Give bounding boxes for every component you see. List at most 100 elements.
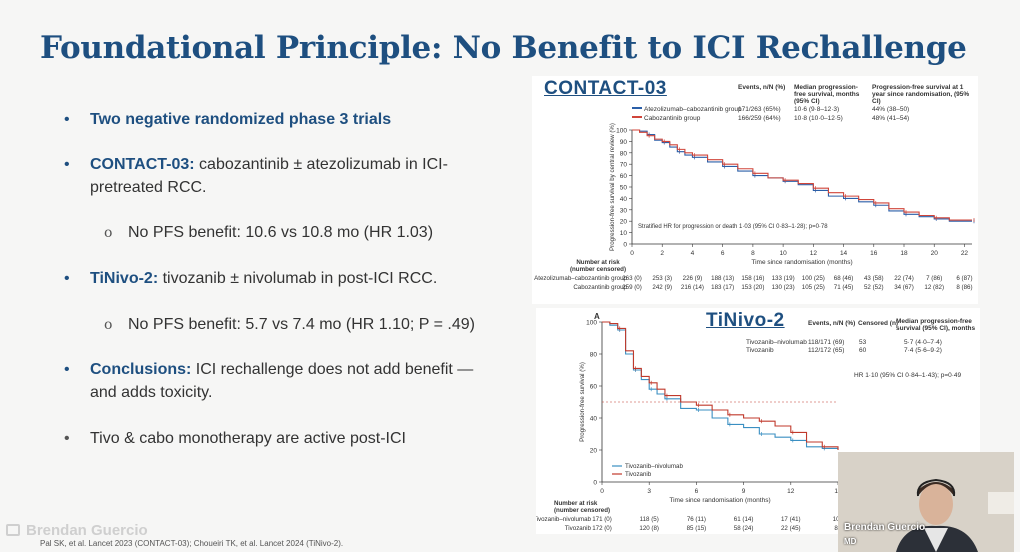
contact-legend-1-label: Atezolizumab–cabozantinib group: [644, 106, 742, 113]
presenter-name: Brendan Guercio: [26, 522, 148, 539]
video-presenter-name: Brendan Guercio: [844, 522, 926, 533]
risk-value: 172 (0): [592, 525, 612, 532]
risk-value: 183 (17): [711, 284, 734, 291]
risk-value: 153 (20): [741, 284, 764, 291]
y-tick-label: 100: [586, 320, 597, 327]
x-tick-label: 16: [870, 250, 878, 257]
bullet-dot: •: [64, 156, 70, 173]
bullet-3-bold: TiNivo-2:: [90, 270, 159, 287]
risk-value: 120 (8): [639, 525, 659, 532]
risk-value: 118 (5): [640, 516, 659, 523]
presenter-shirt: [924, 528, 948, 552]
headset-icon: [916, 478, 956, 497]
risk-title: Number at risk: [576, 259, 620, 266]
risk-value: 216 (14): [681, 284, 704, 291]
x-tick-label: 14: [840, 250, 848, 257]
km-curve-2: [602, 321, 839, 450]
y-tick-label: 60: [620, 173, 628, 180]
y-tick-label: 90: [620, 139, 628, 146]
tinivo-legend-label: Tivozanib: [625, 471, 652, 478]
x-tick-label: 12: [787, 488, 795, 495]
y-tick-label: 20: [590, 448, 598, 455]
bullet-dot: •: [64, 430, 70, 447]
y-tick-label: 70: [620, 162, 628, 169]
bullet-dot: •: [64, 361, 70, 378]
risk-value: 130 (23): [772, 284, 795, 291]
contact-header-events: Events, n/N (%): [738, 84, 786, 91]
y-tick-label: 10: [620, 230, 628, 237]
y-tick-label: 20: [620, 219, 628, 226]
risk-row-label: Tivozanib–nivolumab: [536, 516, 592, 523]
risk-value: 253 (3): [652, 275, 672, 282]
presenter-hair: [918, 482, 954, 496]
risk-subtitle: (number censored): [570, 266, 626, 273]
risk-value: 6 (87): [956, 275, 972, 282]
y-tick-label: 0: [623, 242, 627, 249]
tinivo-row1-events: 118/171 (69): [808, 339, 845, 346]
bullet-2-bold: CONTACT-03:: [90, 156, 195, 173]
bullet-4-text: ICI rechallenge does not add benefit — a…: [90, 361, 474, 401]
bullet-4-bold: Conclusions:: [90, 361, 192, 378]
sub-bullet-1-text: No PFS benefit: 10.6 vs 10.8 mo (HR 1.03…: [128, 224, 434, 241]
risk-row-label: Atezolizumab–cabozantinib group: [534, 275, 627, 282]
y-tick-label: 0: [593, 480, 597, 487]
km-curve-1: [632, 129, 972, 222]
risk-value: 12 (82): [924, 284, 944, 291]
citation-footer: Pal SK, et al. Lancet 2023 (CONTACT-03);…: [40, 539, 344, 548]
risk-value: 105 (25): [802, 284, 825, 291]
contact-03-title: CONTACT-03: [544, 78, 667, 99]
risk-value: 76 (11): [687, 516, 706, 523]
bullet-2-text: cabozantinib ± atezolizumab in ICI-pretr…: [90, 156, 448, 196]
tinivo-2-km-plot: 02040608010003691215Time since randomisa…: [536, 320, 844, 533]
risk-value: 8 (86): [956, 284, 972, 291]
risk-value: 34 (67): [894, 284, 914, 291]
sub-bullet-marker: o: [104, 225, 113, 241]
tinivo-row2-events: 112/172 (65): [808, 347, 845, 354]
video-presenter-role: MD: [844, 537, 857, 546]
contact-03-km-plot: 0 10 20 30 40 50 60 70 80 90 100 0 2 4 6 8 10 12 14 16 18 20 2…: [534, 123, 975, 291]
y-axis-label: Progression-free survival (%): [579, 362, 586, 442]
km-curve-1: [602, 321, 839, 450]
contact-row1-events: 171/263 (65%): [738, 106, 781, 113]
contact-legend-1: Atezolizumab–cabozantinib group: [632, 106, 742, 113]
risk-value: 7 (86): [926, 275, 942, 282]
video-window: [988, 492, 1014, 514]
risk-value: 22 (74): [894, 275, 914, 282]
risk-row-label: Tivozanib: [565, 525, 592, 532]
y-axis-label: Progression-free survival by central rev…: [609, 123, 616, 251]
y-tick-label: 100: [616, 128, 627, 135]
x-tick-label: 6: [695, 488, 699, 495]
legend-swatch: [632, 107, 642, 109]
y-tick-label: 80: [590, 352, 598, 359]
risk-value: 43 (58): [864, 275, 884, 282]
presenter-video-tile[interactable]: Brendan Guercio MD: [838, 452, 1014, 552]
tinivo-row1-censored: 53: [859, 339, 867, 346]
screen-share-icon: [6, 524, 20, 536]
risk-value: 242 (9): [652, 284, 672, 291]
contact-row2-1yr: 48% (41–54): [872, 115, 910, 122]
contact-row1-median: 10·6 (9·8–12·3): [794, 106, 840, 113]
tinivo-row2-name: Tivozanib: [746, 347, 774, 354]
bullet-3-text: tivozanib ± nivolumab in post-ICI RCC.: [158, 270, 438, 287]
risk-value: 226 (9): [683, 275, 703, 282]
x-tick-label: 20: [931, 250, 939, 257]
risk-value: 22 (45): [781, 525, 801, 532]
contact-row2-median: 10·8 (10·0–12·5): [794, 115, 843, 122]
risk-value: 171 (0): [592, 516, 612, 523]
contact-row1-1yr: 44% (38–50): [872, 106, 910, 113]
risk-subtitle: (number censored): [554, 507, 610, 514]
x-tick-label: 6: [721, 250, 725, 257]
x-tick-label: 12: [810, 250, 818, 257]
x-tick-label: 22: [961, 250, 969, 257]
risk-title: Number at risk: [554, 500, 598, 507]
tinivo-row1-median: 5·7 (4·0–7·4): [904, 339, 942, 346]
contact-03-figure: CONTACT-03 Events, n/N (%) Median progre…: [532, 76, 978, 304]
risk-value: 158 (16): [741, 275, 764, 282]
bullet-5-text: Tivo & cabo monotherapy are active post-…: [90, 430, 406, 447]
presenter-name-bar: Brendan Guercio: [6, 522, 148, 539]
risk-value: 58 (24): [734, 525, 754, 532]
risk-value: 71 (45): [834, 284, 854, 291]
risk-value: 52 (52): [864, 284, 884, 291]
risk-value: 17 (41): [781, 516, 801, 523]
